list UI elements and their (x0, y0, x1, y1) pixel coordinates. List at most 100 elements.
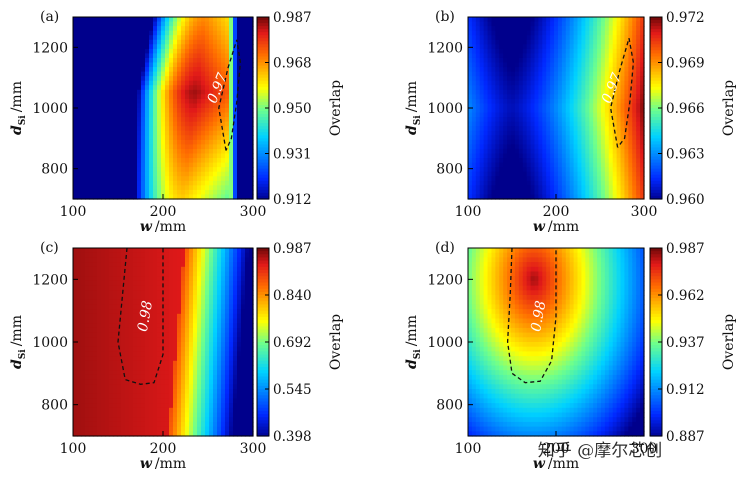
heatmap-cell (225, 158, 230, 164)
heatmap-cell (495, 21, 500, 27)
heatmap-cell (173, 153, 178, 159)
colorbar-segment (257, 56, 269, 61)
heatmap-cell (468, 148, 473, 155)
heatmap-cell (483, 117, 489, 123)
heatmap-cell (233, 35, 238, 41)
heatmap-cell (249, 185, 254, 191)
heatmap-cell (105, 176, 110, 182)
heatmap-cell (85, 44, 90, 50)
heatmap-cell (217, 158, 222, 164)
heatmap-cell (604, 148, 610, 155)
heatmap-cell (597, 62, 602, 68)
heatmap-cell (113, 309, 118, 315)
heatmap-cell (209, 30, 214, 36)
heatmap-cell (201, 67, 206, 73)
heatmap-cell (546, 158, 551, 164)
heatmap-cell (81, 180, 86, 186)
heatmap-cell (77, 112, 82, 118)
heatmap-cell (585, 71, 590, 77)
heatmap-cell (181, 130, 186, 136)
heatmap-cell (538, 144, 543, 150)
heatmap-cell (149, 180, 154, 186)
heatmap-cell (81, 21, 86, 27)
heatmap-cell (113, 384, 118, 390)
heatmap-cell (557, 158, 563, 164)
heatmap-cell (604, 176, 610, 182)
heatmap-cell (249, 162, 254, 168)
heatmap-cell (229, 57, 234, 64)
heatmap-cell (585, 112, 590, 118)
heatmap-cell (161, 252, 166, 258)
heatmap-cell (229, 53, 234, 59)
heatmap-cell (101, 271, 106, 277)
heatmap-cell (577, 17, 583, 23)
heatmap-cell (569, 89, 575, 95)
heatmap-cell (475, 135, 481, 141)
heatmap-cell (109, 360, 114, 367)
heatmap-cell (125, 337, 130, 343)
heatmap-cell (620, 89, 626, 95)
heatmap-cell (225, 144, 230, 150)
heatmap-cell (581, 85, 586, 91)
heatmap-cell (237, 176, 242, 182)
heatmap-cell (522, 121, 528, 127)
heatmap-cell (185, 280, 190, 287)
heatmap-cell (491, 21, 496, 27)
heatmap-cell (475, 62, 481, 68)
heatmap-cell (495, 194, 500, 200)
heatmap-cell (85, 271, 90, 277)
heatmap-cell (221, 62, 226, 68)
heatmap-cell (225, 89, 230, 95)
heatmap-cell (133, 57, 138, 64)
colorbar-tick-label: 0.972 (666, 10, 705, 26)
heatmap-cell (173, 318, 178, 324)
heatmap-cell (561, 21, 567, 27)
heatmap-cell (491, 17, 496, 23)
heatmap-cell (205, 48, 210, 54)
heatmap-cell (616, 98, 622, 105)
heatmap-cell (530, 103, 536, 109)
heatmap-cell (77, 252, 82, 258)
heatmap-cell (241, 176, 246, 182)
heatmap-cell (193, 67, 198, 73)
heatmap-cell (81, 337, 86, 343)
heatmap-cell (113, 53, 118, 59)
heatmap-cell (221, 176, 226, 182)
heatmap-cell (526, 148, 532, 155)
heatmap-cell (181, 80, 186, 86)
heatmap-cell (636, 176, 641, 182)
heatmap-cell (201, 80, 206, 86)
heatmap-cell (153, 313, 158, 320)
heatmap-cell (475, 53, 481, 59)
heatmap-cell (205, 30, 210, 36)
heatmap-cell (101, 89, 106, 95)
heatmap-cell (495, 135, 500, 141)
heatmap-cell (165, 67, 170, 73)
heatmap-cell (491, 135, 496, 141)
heatmap-cell (145, 299, 150, 305)
heatmap-cell (129, 276, 134, 282)
heatmap-cell (73, 144, 78, 150)
heatmap-cell (499, 117, 504, 123)
heatmap-cell (640, 144, 645, 150)
heatmap-cell (193, 121, 198, 127)
heatmap-cell (85, 426, 90, 432)
heatmap-cell (193, 153, 198, 159)
heatmap-cell (189, 266, 194, 273)
heatmap-cell (173, 266, 178, 273)
heatmap-cell (471, 39, 477, 45)
heatmap-cell (177, 262, 182, 268)
heatmap-cell (85, 21, 90, 27)
heatmap-cell (468, 62, 473, 68)
heatmap-cell (569, 98, 575, 105)
heatmap-cell (189, 374, 194, 381)
heatmap-cell (153, 285, 158, 291)
heatmap-cell (113, 271, 118, 277)
heatmap-cell (169, 295, 174, 301)
heatmap-cell (85, 144, 90, 150)
colorbar-segment (650, 141, 662, 145)
heatmap-cell (93, 403, 98, 409)
heatmap-cell (189, 135, 194, 141)
heatmap-cell (137, 108, 142, 114)
heatmap-cell (491, 117, 496, 123)
